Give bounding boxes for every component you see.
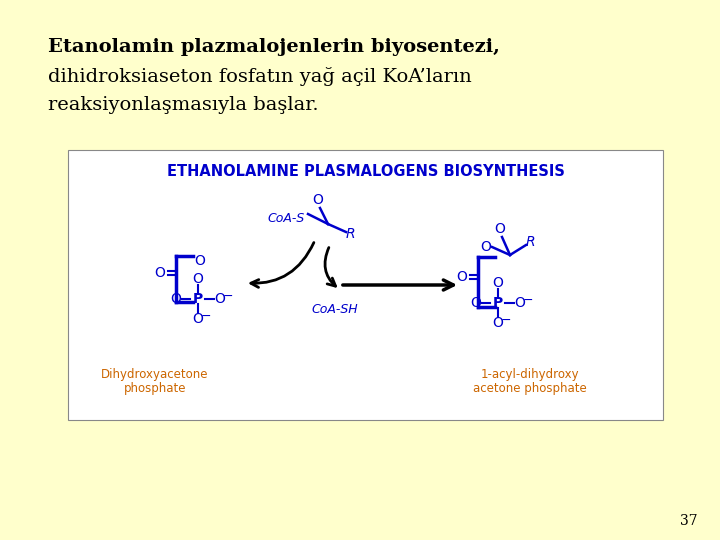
Text: O: O: [192, 272, 204, 286]
Text: −: −: [523, 294, 534, 307]
Text: reaksiyonlaşmasıyla başlar.: reaksiyonlaşmasıyla başlar.: [48, 96, 319, 114]
Text: 37: 37: [680, 514, 698, 528]
Text: Dihydroxyacetone: Dihydroxyacetone: [102, 368, 209, 381]
Text: O: O: [194, 254, 205, 268]
Text: R: R: [525, 235, 535, 249]
Text: O: O: [515, 296, 526, 310]
Text: O: O: [312, 193, 323, 207]
Text: R: R: [345, 227, 355, 241]
Text: −: −: [500, 314, 511, 327]
Text: P: P: [493, 296, 503, 310]
Text: O: O: [192, 312, 204, 326]
FancyBboxPatch shape: [68, 150, 663, 420]
Text: O: O: [492, 316, 503, 330]
Text: O: O: [480, 240, 492, 254]
Text: O: O: [492, 276, 503, 290]
Text: CoA-SH: CoA-SH: [312, 303, 359, 316]
Text: CoA-S: CoA-S: [268, 212, 305, 225]
Text: O: O: [495, 222, 505, 236]
Text: O: O: [155, 266, 166, 280]
FancyArrowPatch shape: [251, 242, 314, 287]
Text: P: P: [193, 292, 203, 306]
Text: dihidroksiaseton fosfatın yağ açil KoA’ların: dihidroksiaseton fosfatın yağ açil KoA’l…: [48, 67, 472, 86]
Text: O: O: [471, 296, 482, 310]
Text: −: −: [201, 309, 211, 322]
Text: O: O: [171, 292, 181, 306]
Text: −: −: [222, 289, 233, 302]
Text: acetone phosphate: acetone phosphate: [473, 382, 587, 395]
Text: O: O: [215, 292, 225, 306]
Text: 1-acyl-dihydroxy: 1-acyl-dihydroxy: [481, 368, 580, 381]
FancyArrowPatch shape: [325, 247, 336, 286]
Text: O: O: [456, 270, 467, 284]
Text: ETHANOLAMINE PLASMALOGENS BIOSYNTHESIS: ETHANOLAMINE PLASMALOGENS BIOSYNTHESIS: [166, 164, 564, 179]
Text: Etanolamin plazmalojenlerin biyosentezi,: Etanolamin plazmalojenlerin biyosentezi,: [48, 38, 500, 56]
Text: phosphate: phosphate: [124, 382, 186, 395]
